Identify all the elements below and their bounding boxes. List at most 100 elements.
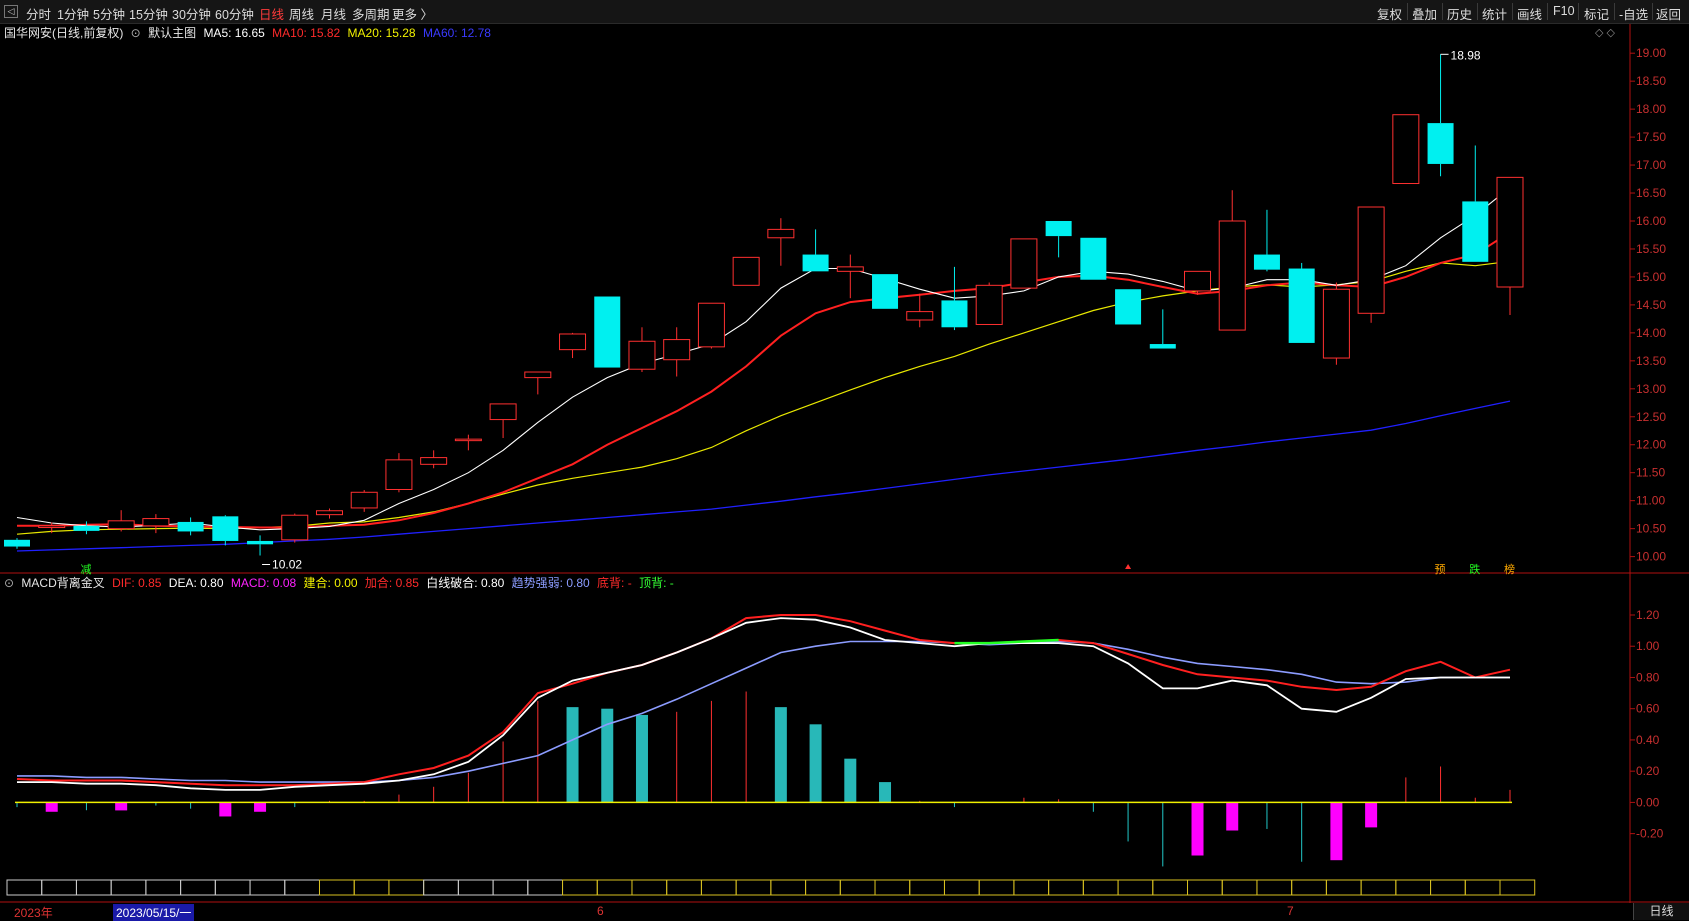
main-chart-header: 国华网安(日线,前复权) ⊙ 默认主图 MA5: 16.65 MA10: 15.… [0,24,1630,42]
signal-cell [1187,879,1223,896]
candle-body [4,539,30,547]
macd-tick-label: 0.40 [1636,733,1660,747]
tab-30min[interactable]: 30分钟 [172,8,211,22]
f10-button[interactable]: F10 [1553,4,1575,18]
price-tick-label: 13.50 [1636,354,1666,368]
month-label-6: 6 [597,904,604,918]
candle-body [872,274,899,309]
signal-cell [839,879,876,896]
signal-cell [735,879,772,896]
price-tick-label: 13.00 [1636,382,1666,396]
macd-bar [566,707,579,803]
high-price-label: 18.98 [1451,48,1481,62]
signal-cell [1152,879,1189,896]
indicator-name[interactable]: MACD背离金叉 [21,576,105,590]
macd-bar [879,782,892,803]
candle-body [38,525,66,529]
signal-cell [214,879,251,896]
candle-body [559,333,587,351]
candle-body [1496,176,1524,288]
candle-body [941,300,968,328]
candle-body [177,521,204,532]
draw-line-button[interactable]: 画线 [1517,8,1543,22]
statistics-button[interactable]: 统计 [1482,8,1508,22]
signal-yu: 预 [1435,563,1446,576]
candle-body [802,254,829,272]
tab-more[interactable]: 更多 〉 [392,8,433,22]
tab-1min[interactable]: 1分钟 [57,8,89,22]
candle-body [1322,288,1350,359]
signal-cell [1013,879,1050,896]
tab-60min[interactable]: 60分钟 [215,8,254,22]
jianhe-value: 建合: 0.00 [303,576,358,590]
macd-header: ⊙ MACD背离金叉 DIF: 0.85 DEA: 0.80 MACD: 0.0… [0,574,1630,592]
dea-value: DEA: 0.80 [168,576,224,590]
signal-cell [596,879,633,896]
price-tick-label: 17.00 [1636,158,1666,172]
fuquan-button[interactable]: 复权 [1377,8,1403,22]
signal-cell [423,879,459,896]
candle-body [594,296,621,368]
signal-cell [388,879,425,896]
tab-fenshi[interactable]: 分时 [26,8,52,22]
bottom-divergence-value: 底背: - [597,576,632,590]
divider [1547,3,1548,20]
tab-15min[interactable]: 15分钟 [129,8,168,22]
cursor-date: 2023/05/15/一 [113,904,195,921]
signal-cell [978,879,1015,896]
signal-cell [631,879,668,896]
signal-bang: 榜 [1504,562,1515,576]
signal-cell [527,879,564,896]
macd-bar [254,802,267,812]
tab-daily[interactable]: 日线 [259,8,285,22]
divider [1614,3,1615,20]
jiahe-value: 加合: 0.85 [364,576,419,590]
candle-body [489,403,517,421]
overlay-button[interactable]: 叠加 [1412,8,1438,22]
trend-value: 趋势强弱: 0.80 [511,576,590,590]
signal-die: 跌 [1469,562,1480,576]
tab-multi-period[interactable]: 多周期 [352,8,390,22]
unused [17,640,121,643]
mark-button[interactable]: 标记 [1584,8,1610,22]
price-tick-label: 10.50 [1636,522,1666,536]
ma60-value: MA60: 12.78 [422,26,491,40]
dropdown-icon[interactable]: ⊙ [130,26,141,40]
macd-bar [635,714,648,803]
history-button[interactable]: 历史 [1447,8,1473,22]
divider [1477,3,1478,20]
back-icon[interactable]: ◁ [4,5,18,18]
tab-5min[interactable]: 5分钟 [93,8,125,22]
macd-bar [219,802,232,817]
remove-watchlist-button[interactable]: -自选 [1619,8,1649,22]
signal-cell [1256,879,1293,896]
stock-title[interactable]: 国华网安(日线,前复权) [4,26,124,40]
signal-cell [943,879,980,896]
candle-body [420,457,448,465]
diamond-icon[interactable]: ◇ ◇ [1595,27,1615,39]
tab-weekly[interactable]: 周线 [289,8,315,22]
candle-body [906,311,934,321]
period-tab-daily[interactable]: 日线 [1633,903,1689,920]
candle-body [1392,114,1420,185]
candle-body [628,340,656,370]
ma20-value: MA20: 15.28 [347,26,416,40]
signal-cell [1221,879,1258,896]
dropdown-icon[interactable]: ⊙ [4,576,15,590]
ma5-value: MA5: 16.65 [203,26,265,40]
candle-body [73,525,100,531]
template-name[interactable]: 默认主图 [148,26,197,40]
signal-cell [562,879,598,896]
price-tick-label: 14.00 [1636,326,1666,340]
divider [1407,3,1408,20]
tab-monthly[interactable]: 月线 [321,8,347,22]
month-label-7: 7 [1287,904,1294,918]
return-button[interactable]: 返回 [1656,8,1682,22]
price-tick-label: 15.00 [1636,270,1666,284]
baixian-value: 白线破合: 0.80 [426,576,505,590]
candle-body [142,518,170,527]
signal-cell [318,879,355,896]
macd-bar [1191,802,1204,856]
price-tick-label: 12.50 [1636,410,1666,424]
